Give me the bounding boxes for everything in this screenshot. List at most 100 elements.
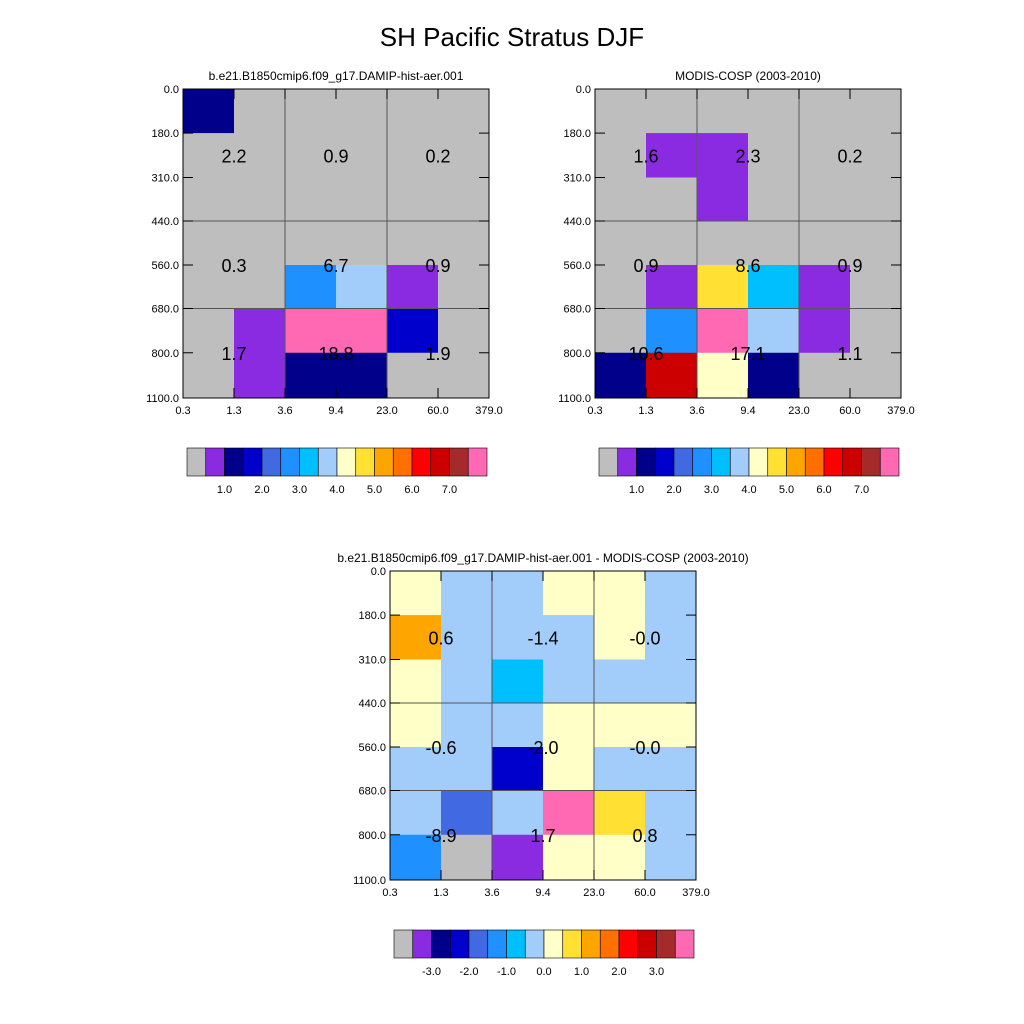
heatmap-cell [645,659,697,704]
cell-value-label: 2.2 [221,146,246,166]
heatmap-cell [234,352,286,399]
heatmap-cell [748,89,800,134]
heatmap-cell [336,89,388,134]
colorbar-label: -3.0 [422,966,441,978]
colorbar-label: 6.0 [816,484,831,496]
panel-title: MODIS-COSP (2003-2010) [675,69,821,83]
cell-value-label: 0.9 [633,256,658,276]
heatmap-cell [645,703,697,748]
heatmap-cell [234,89,286,134]
heatmap-cell [645,747,697,792]
heatmap-cell [438,177,490,222]
heatmap-cell [697,89,749,134]
heatmap-cell [748,265,800,310]
x-tick-label: 60.0 [634,887,655,899]
heatmap-cell [645,615,697,660]
heatmap-cell [285,265,337,310]
heatmap-cell [285,133,337,178]
heatmap-cell [183,308,235,354]
colorbar-swatch [879,447,900,477]
heatmap-cell [492,571,544,616]
heatmap-cell [285,221,337,266]
heatmap-cell [646,177,698,222]
heatmap-obs: MODIS-COSP (2003-2010) 0.0 180.0 310.0 440.0… [558,69,915,496]
y-tick-label: 1100.0 [146,393,179,405]
colorbar-swatch [729,447,750,477]
y-tick-label: 1100.0 [558,393,591,405]
x-tick-label: 1.3 [433,887,448,899]
heatmap-cell [543,834,595,881]
x-tick-label: 9.4 [740,405,755,417]
x-tick-label: 1.3 [226,405,241,417]
heatmap-cell [387,133,439,178]
colorbar-label: 3.0 [292,484,307,496]
cell-value-label: 0.9 [323,146,348,166]
colorbar-swatch [543,929,564,959]
heatmap-cell [441,790,493,836]
heatmap-cell [697,308,749,354]
colorbar-swatch [692,447,712,477]
heatmap-cell [748,177,800,222]
heatmap-cell [492,747,544,792]
x-tick-label: 0.3 [175,405,190,417]
heatmap-cell [594,790,646,836]
colorbar-swatch [487,929,507,959]
colorbar-swatch [449,929,470,959]
heatmap-cell [183,265,235,310]
colorbar-swatch [711,447,731,477]
cell-value-label: 0.2 [837,146,862,166]
y-tick-label: 310.0 [151,172,179,184]
heatmap-cell [594,703,646,748]
heatmap-cell [697,352,749,399]
heatmap-cell [234,265,286,310]
heatmap-model: b.e21.B1850cmip6.f09_g17.DAMIP-hist-aer.… [146,69,503,496]
cell-value-label: 2.3 [735,146,760,166]
heatmap-cell [336,221,388,266]
colorbar-label: 7.0 [854,484,869,496]
y-tick-label: 560.0 [358,742,386,754]
heatmap-cell [234,308,286,354]
heatmap-cell [594,834,646,881]
heatmap-cell [595,133,647,178]
heatmap-cell [387,89,439,134]
y-tick-label: 310.0 [358,654,386,666]
heatmap-cell [595,221,647,266]
x-tick-label: 3.6 [484,887,499,899]
heatmap-cell [234,133,286,178]
heatmap-cell [492,834,544,881]
colorbar-label: 5.0 [779,484,794,496]
x-tick-label: 23.0 [788,405,809,417]
colorbar-swatch [430,447,450,477]
heatmap-cell [697,177,749,222]
y-tick-label: 440.0 [151,216,179,228]
heatmap-cell [645,834,697,881]
heatmap-cell [285,308,337,354]
heatmap-cell [543,571,595,616]
colorbar-swatch [205,447,225,477]
heatmap-cell [595,265,647,310]
colorbar-label: -1.0 [497,966,516,978]
heatmap-cell [748,308,800,354]
x-tick-label: 1.3 [638,405,653,417]
x-tick-label: 379.0 [682,887,710,899]
colorbar-label: 2.0 [666,484,681,496]
heatmap-cell [850,352,902,399]
heatmap-cell [850,133,902,178]
heatmap-cell [799,133,851,178]
heatmap-cell [390,747,442,792]
colorbar-label: 1.0 [574,966,589,978]
cell-value-label: -0.6 [425,738,456,758]
x-tick-label: 0.3 [587,405,602,417]
y-tick-label: 800.0 [151,348,179,360]
colorbar-swatch [431,929,451,959]
heatmap-cell [390,790,442,836]
heatmap-cell [234,221,286,266]
colorbar-swatch [468,929,489,959]
colorbar-swatch [449,447,469,477]
cell-value-label: 17.1 [730,344,765,364]
colorbar-swatch [186,447,207,477]
heatmap-cell [441,834,493,881]
x-tick-label: 23.0 [583,887,604,899]
heatmap-cell [850,177,902,222]
cell-value-label: -0.0 [629,628,660,648]
